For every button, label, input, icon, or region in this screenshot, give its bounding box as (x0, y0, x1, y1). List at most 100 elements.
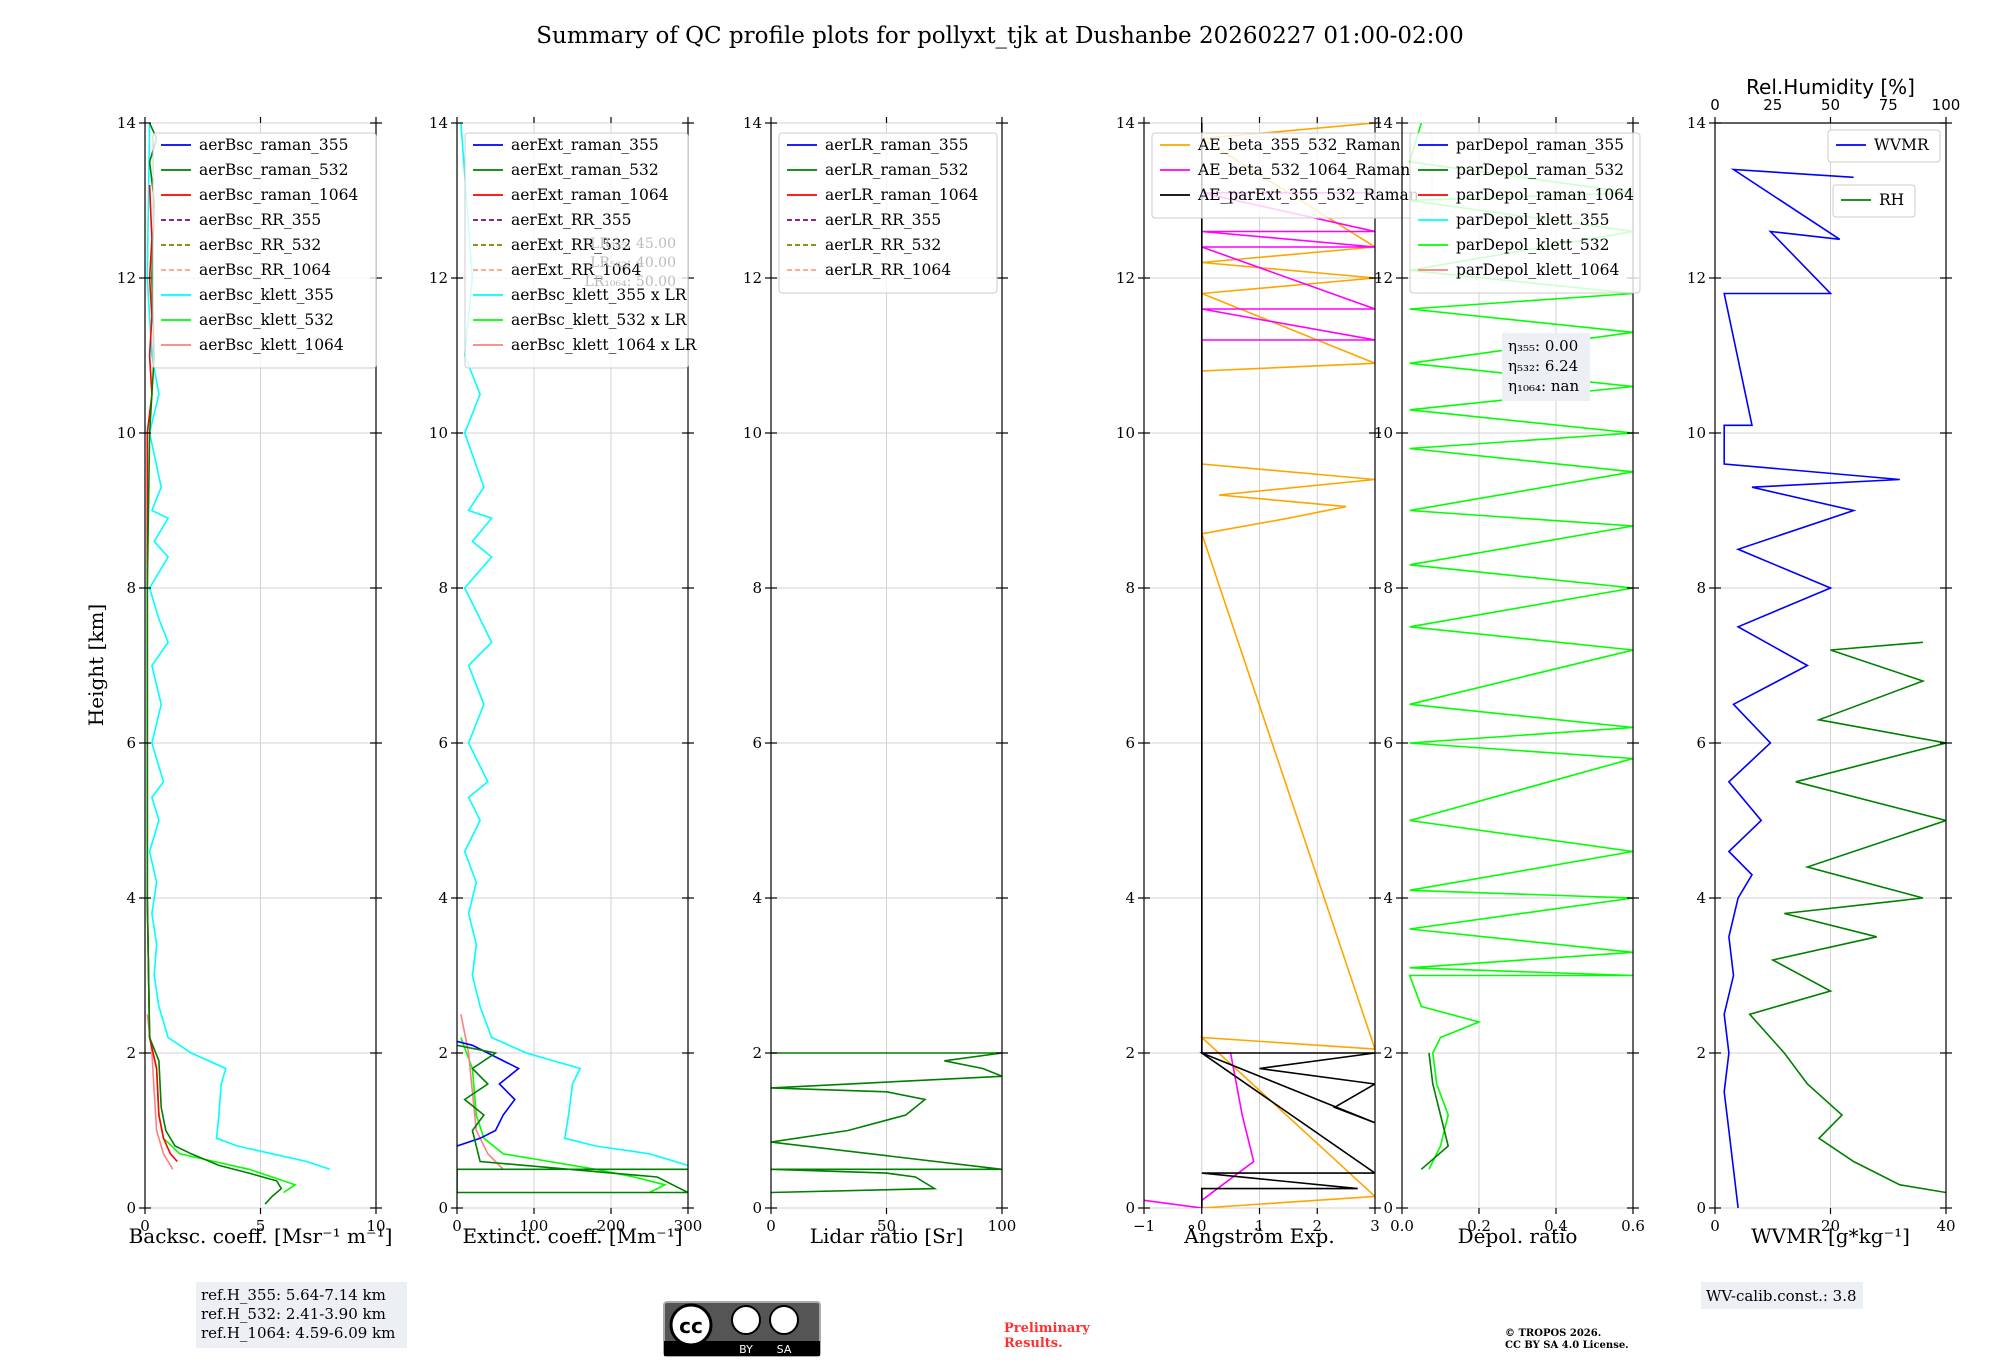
series-group (457, 123, 688, 1194)
y-tick-label: 8 (1383, 579, 1393, 597)
y-tick-label: 6 (1125, 734, 1135, 752)
legend-entry: aerBsc_RR_1064 (199, 261, 331, 279)
series-group (1408, 123, 1633, 1170)
ref-height-entry: ref.H_355: 5.64-7.14 km (201, 1286, 386, 1304)
x-tick-label: 20 (1821, 1217, 1840, 1235)
license-badge: cc BY SA (663, 1301, 821, 1357)
eta-entry: η₁₀₆₄: nan (1508, 377, 1579, 395)
legend-entry: parDepol_klett_355 (1456, 211, 1609, 229)
top-tick-label: 100 (1932, 96, 1961, 114)
legend-entry: aerBsc_klett_1064 x LR (511, 336, 698, 354)
y-tick-label: 6 (1696, 734, 1706, 752)
x-axis-label: Depol. ratio (1458, 1224, 1578, 1248)
x-tick-label: 10 (366, 1217, 385, 1235)
legend-entry: parDepol_klett_532 (1456, 236, 1609, 254)
sa-label: SA (777, 1343, 792, 1356)
y-tick-label: 4 (126, 889, 136, 907)
series-group (146, 123, 331, 1205)
series-aerBsc_klett_1064 x LR (460, 1014, 504, 1170)
y-tick-label: 14 (1374, 114, 1393, 132)
legend-entry: aerExt_RR_1064 (511, 261, 642, 279)
series-aerLR_raman_532 (771, 1052, 1002, 1194)
x-axis-label: Lidar ratio [Sr] (810, 1224, 964, 1248)
x-tick-label: 0 (1710, 1217, 1720, 1235)
eta-box (1502, 333, 1590, 401)
y-tick-label: 8 (1125, 579, 1135, 597)
x-tick-label: 0 (1197, 1217, 1207, 1235)
series-WVMR (1723, 168, 1900, 1208)
sa-icon (769, 1305, 799, 1335)
x-tick-label: 100 (520, 1217, 549, 1235)
ref-height-entry: ref.H_1064: 4.59-6.09 km (201, 1324, 395, 1342)
legend-entry: aerExt_RR_355 (511, 211, 632, 229)
y-tick-label: 2 (752, 1044, 762, 1062)
x-tick-label: 1 (1255, 1217, 1265, 1235)
legend-entry: aerLR_raman_532 (825, 161, 968, 179)
y-tick-label: 0 (1696, 1199, 1706, 1217)
y-tick-label: 4 (752, 889, 762, 907)
panel-depol: 0 2 4 6 8 10 12 14 0.0 0.2 0.4 0.6 Depol. ratio parDe… (1374, 114, 1645, 1248)
figure-title: Summary of QC profile plots for pollyxt_… (536, 23, 1463, 49)
series-aerExt_raman_532 (457, 1044, 688, 1194)
y-tick-label: 8 (1696, 579, 1706, 597)
legend-entry: aerBsc_raman_532 (199, 161, 349, 179)
legend-wvmr: WVMR (1874, 136, 1930, 154)
ref-height-entry: ref.H_532: 2.41-3.90 km (201, 1305, 386, 1323)
y-tick-label: 2 (126, 1044, 136, 1062)
series-group (1144, 123, 1375, 1208)
top-tick-label: 25 (1763, 96, 1782, 114)
x-tick-label: 50 (877, 1217, 896, 1235)
series-aerBsc_klett_355 x LR (460, 123, 688, 1167)
panel-lr: 0 2 4 6 8 10 12 14 0 50 100 Lidar ratio [Sr] aerLR_r… (743, 114, 1016, 1248)
series-RH (1748, 641, 1946, 1194)
preliminary-line-1: Preliminary (1004, 1321, 1090, 1336)
x-axis-label: Extinct. coeff. [Mm⁻¹] (462, 1224, 682, 1248)
x-tick-label: 3 (1370, 1217, 1380, 1235)
y-axis-label: Height [km] (84, 604, 108, 726)
y-tick-label: 12 (1687, 269, 1706, 287)
y-tick-label: 12 (1374, 269, 1393, 287)
legend-entry: aerExt_raman_1064 (511, 186, 669, 204)
legend-rh: RH (1879, 191, 1904, 209)
legend-entry: parDepol_klett_1064 (1456, 261, 1619, 279)
y-tick-label: 0 (752, 1199, 762, 1217)
legend-entry: aerBsc_klett_532 x LR (511, 311, 688, 329)
x-tick-label: 0.0 (1390, 1217, 1414, 1235)
x-tick-label: 0 (452, 1217, 462, 1235)
lr-annotation: LR₁₀₆₄: 50.00 (584, 274, 676, 290)
x-tick-label: 5 (256, 1217, 266, 1235)
y-tick-label: 0 (1125, 1199, 1135, 1217)
y-tick-label: 8 (752, 579, 762, 597)
series-aerBsc_klett_532 x LR (460, 1037, 668, 1194)
series-aerBsc_klett_532 (146, 588, 297, 1194)
series-group (1723, 168, 1946, 1208)
x-tick-label: 0.6 (1621, 1217, 1645, 1235)
series-group (771, 1052, 1002, 1194)
y-tick-label: 14 (1687, 114, 1706, 132)
copyright-line-2: CC BY SA 4.0 License. (1505, 1340, 1629, 1351)
y-tick-label: 14 (117, 114, 136, 132)
y-tick-label: 4 (1125, 889, 1135, 907)
lr-annotation: LR₅₃₂: 40.00 (590, 255, 676, 271)
y-tick-label: 6 (1383, 734, 1393, 752)
series-AE_parExt_355_532_Raman (1199, 123, 1375, 1208)
by-label: BY (739, 1343, 753, 1356)
legend-entry: aerExt_raman_532 (511, 161, 659, 179)
y-tick-label: 14 (1116, 114, 1135, 132)
legend-box (1409, 132, 1641, 294)
y-tick-label: 6 (752, 734, 762, 752)
legend-rh-box (1832, 184, 1916, 218)
legend-box (778, 132, 998, 294)
y-tick-label: 10 (429, 424, 448, 442)
cc-icon (669, 1303, 713, 1347)
x-axis-label: Ångström Exp. (1183, 1223, 1334, 1248)
y-tick-label: 8 (126, 579, 136, 597)
y-tick-label: 12 (117, 269, 136, 287)
top-axis-label: Rel.Humidity [%] (1746, 75, 1915, 99)
legend-wvmr-box (1827, 129, 1941, 163)
legend-entry: aerBsc_klett_355 x LR (511, 286, 688, 304)
legend-entry: aerBsc_klett_1064 (199, 336, 344, 354)
lr-annotation: LR₃₅₅: 45.00 (590, 236, 676, 252)
